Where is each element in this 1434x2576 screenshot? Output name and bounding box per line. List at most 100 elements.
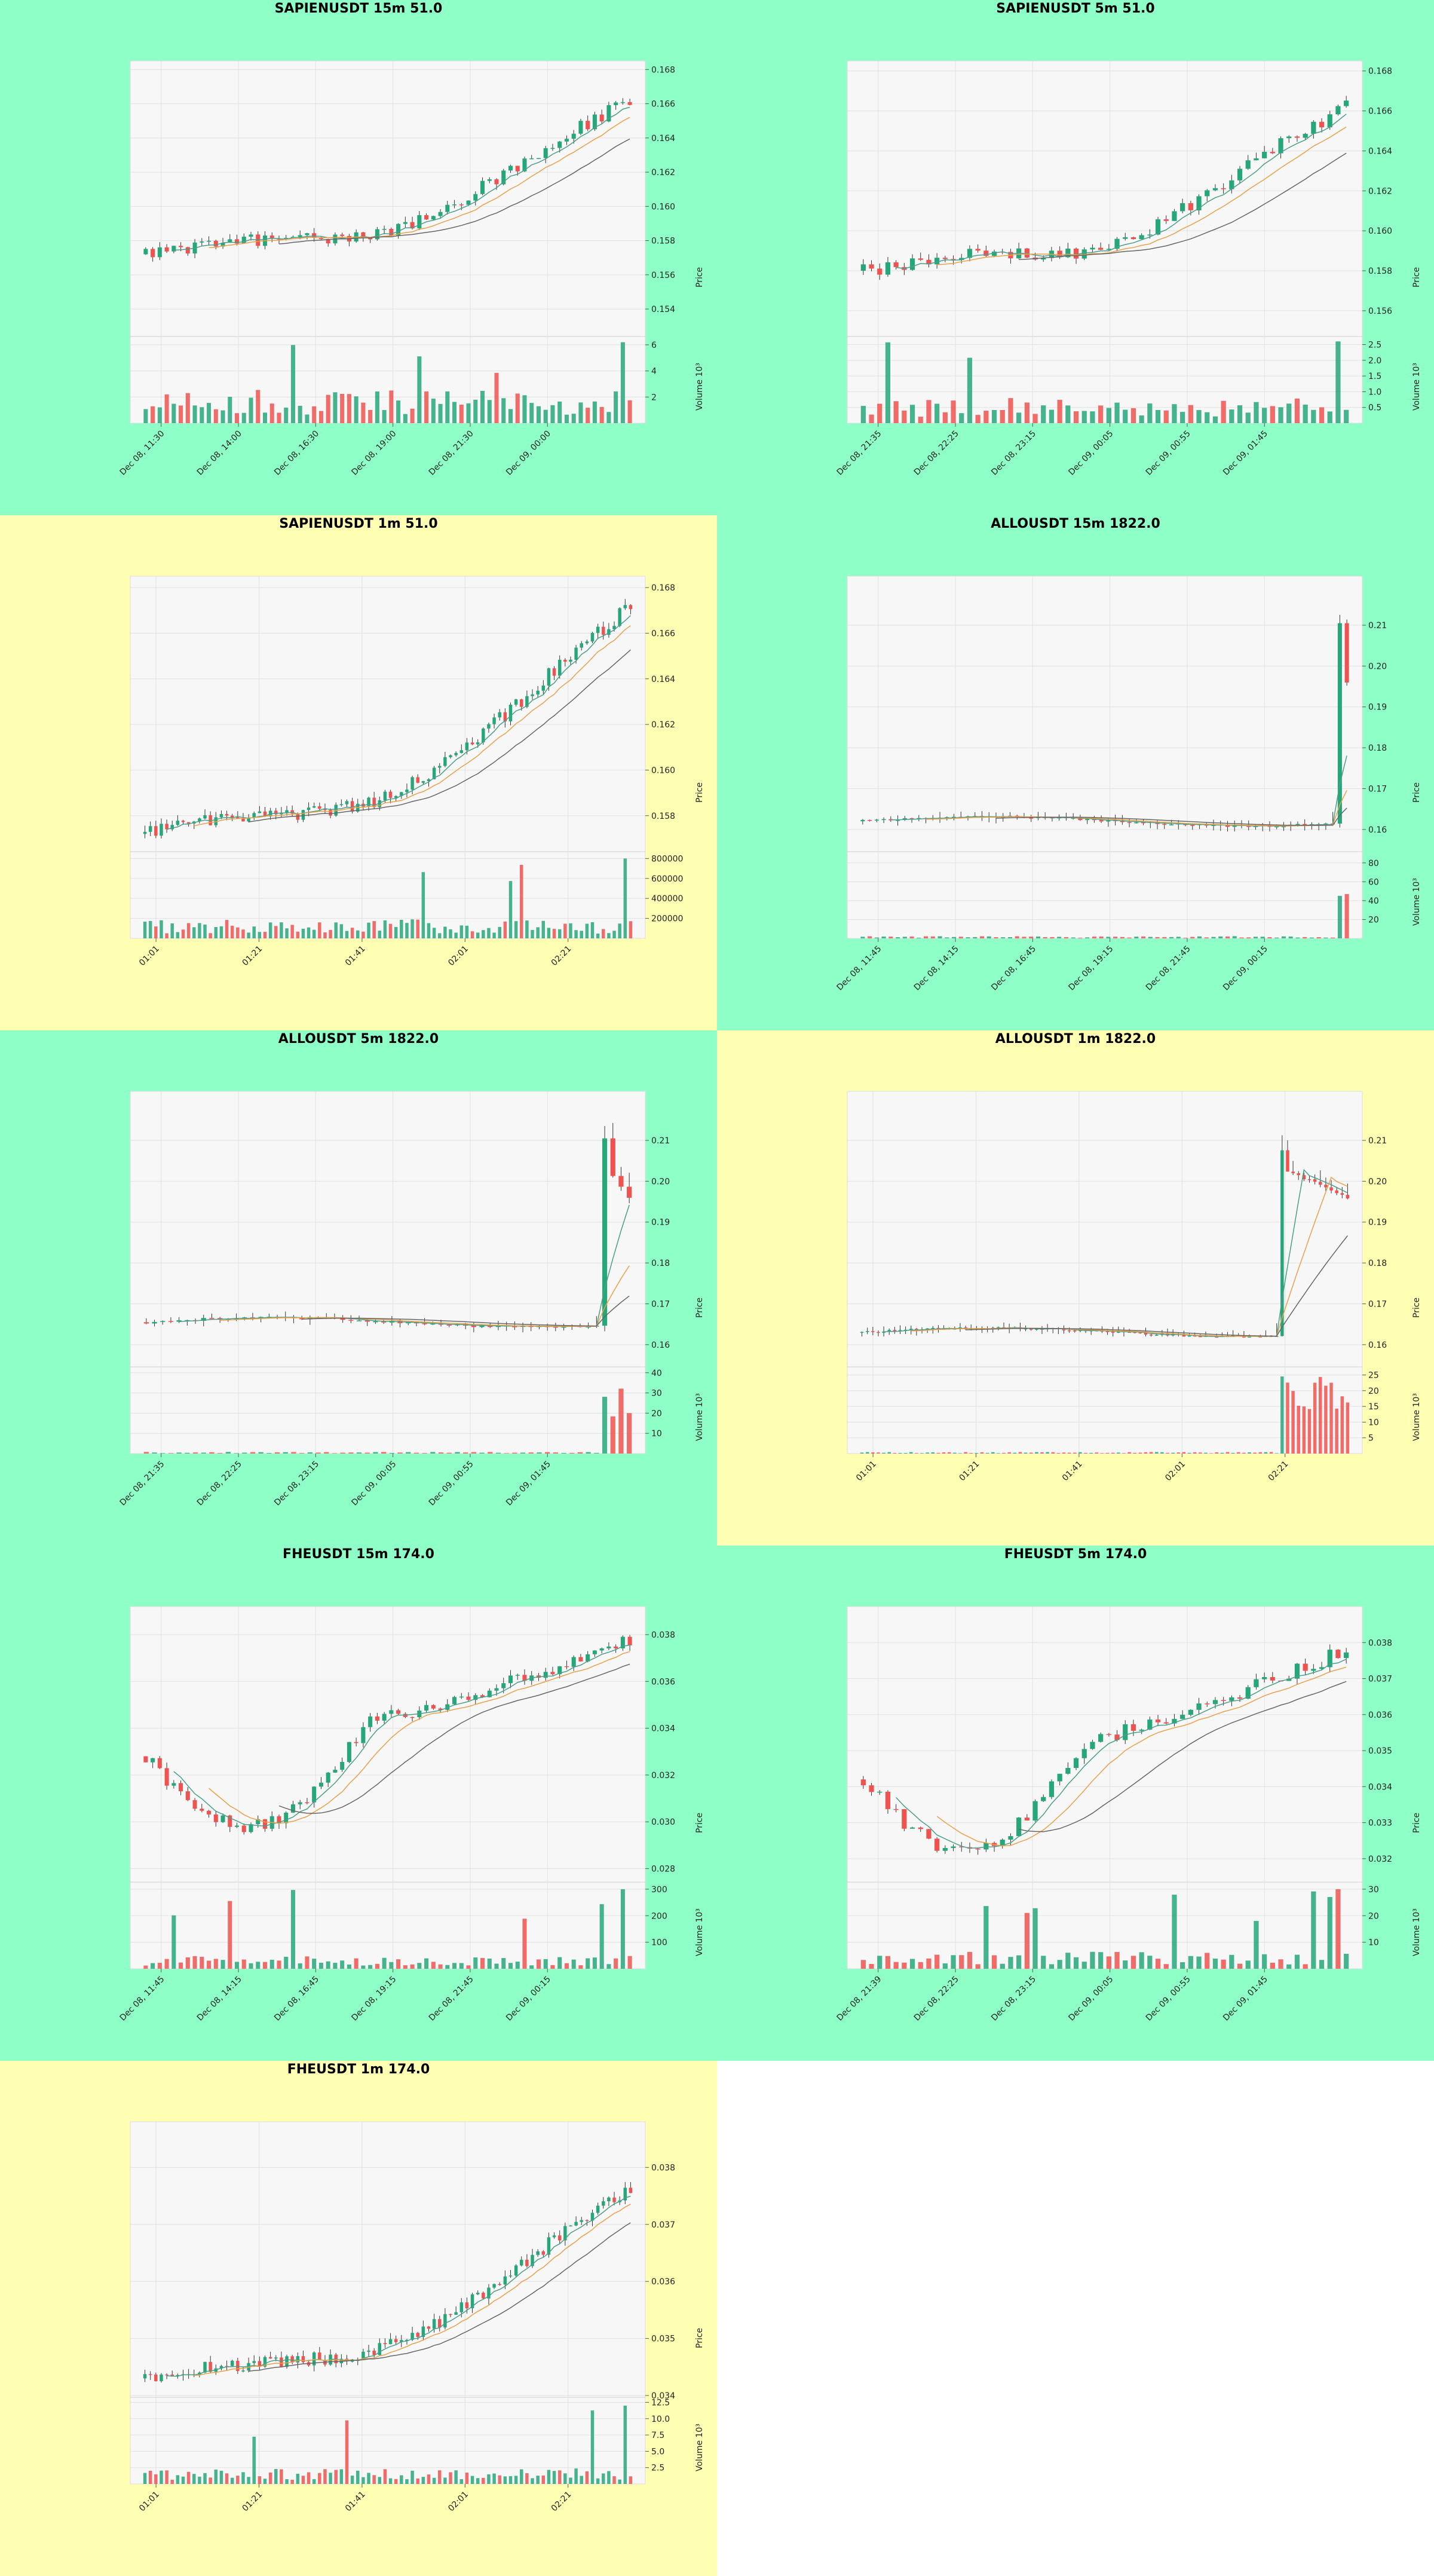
volume-tick-label: 25 xyxy=(1368,1371,1379,1381)
candle-body xyxy=(1106,249,1111,250)
candle-body xyxy=(1327,1650,1332,1668)
volume-bar xyxy=(170,923,174,938)
candle-body xyxy=(1098,1734,1104,1742)
candle-body xyxy=(1199,1336,1202,1338)
volume-bar xyxy=(394,2479,398,2484)
volume-bar xyxy=(1260,937,1265,938)
volume-bar xyxy=(340,1452,345,1454)
candle-body xyxy=(445,204,450,212)
volume-bar xyxy=(1117,1452,1120,1454)
time-tick-label: Dec 09, 01:45 xyxy=(1221,1975,1270,2023)
candle-body xyxy=(406,1322,411,1324)
price-tick-label: 0.158 xyxy=(651,812,675,821)
candle-body xyxy=(1099,820,1104,822)
candle-body xyxy=(590,2213,595,2221)
candle-body xyxy=(361,232,366,238)
volume-bar xyxy=(1001,937,1006,938)
volume-bar xyxy=(1163,410,1169,423)
time-tick-label: 02:01 xyxy=(446,2490,470,2514)
volume-bar xyxy=(515,1962,520,1969)
volume-bar xyxy=(1090,1951,1095,1969)
volume-bar xyxy=(590,2410,595,2484)
plot-area xyxy=(130,1091,646,1454)
volume-bar xyxy=(438,403,443,423)
price-tick-label: 0.028 xyxy=(651,1864,675,1874)
time-tick-label: 01:21 xyxy=(240,2490,264,2514)
candle-body xyxy=(1270,1676,1275,1681)
volume-bar xyxy=(885,342,891,423)
volume-bar xyxy=(1237,1452,1240,1454)
volume-bar xyxy=(181,2476,185,2484)
candle-body xyxy=(482,728,485,743)
volume-bar xyxy=(865,1452,869,1454)
candle-body xyxy=(967,249,973,258)
candle-body xyxy=(388,2339,393,2345)
volume-bar xyxy=(361,2477,365,2484)
candle-body xyxy=(203,815,207,819)
volume-bar xyxy=(569,923,572,938)
volume-bar xyxy=(607,2471,611,2484)
volume-bar xyxy=(318,1962,323,1969)
candle-body xyxy=(602,626,605,635)
volume-bar xyxy=(1084,1452,1087,1454)
volume-bar xyxy=(443,2477,447,2484)
candle-body xyxy=(614,102,618,105)
volume-bar xyxy=(410,919,414,938)
volume-bar xyxy=(333,392,338,423)
volume-bar xyxy=(383,920,387,938)
candle-body xyxy=(1180,1715,1185,1719)
volume-bar xyxy=(347,1964,351,1969)
volume-bar xyxy=(405,2479,409,2484)
volume-bar xyxy=(1041,405,1046,423)
volume-bar xyxy=(1139,415,1144,423)
volume-bar xyxy=(1229,409,1234,423)
volume-bar xyxy=(459,1963,464,1969)
candle-body xyxy=(1221,1700,1226,1701)
volume-bar xyxy=(918,417,923,423)
volume-bar xyxy=(421,2477,425,2484)
volume-bar xyxy=(143,409,148,423)
candle-body xyxy=(514,2265,518,2276)
time-tick-label: Dec 08, 21:45 xyxy=(427,1975,476,2023)
candle-body xyxy=(220,243,225,247)
volume-bar xyxy=(586,408,590,423)
time-tick-label: Dec 08, 11:45 xyxy=(118,1975,167,2023)
candle-body xyxy=(629,2188,633,2193)
volume-bar xyxy=(926,1958,932,1969)
volume-bar xyxy=(529,1965,534,1969)
candle-body xyxy=(1073,1330,1077,1332)
candle-body xyxy=(1281,826,1286,828)
candle-body xyxy=(983,1843,989,1850)
candle-body xyxy=(536,158,541,159)
volume-bar xyxy=(388,2478,393,2484)
volume-bar xyxy=(578,402,583,423)
volume-bar xyxy=(1212,1959,1218,1969)
volume-bar xyxy=(296,931,300,938)
volume-bar xyxy=(557,401,562,423)
volume-bar xyxy=(1237,405,1243,423)
candle-body xyxy=(563,2226,567,2241)
volume-bar xyxy=(449,2472,452,2484)
candle-body xyxy=(1221,188,1226,189)
volume-bar xyxy=(1344,409,1349,423)
volume-bar xyxy=(564,1963,569,1969)
volume-bar xyxy=(332,1453,338,1454)
candle-body xyxy=(301,2356,305,2363)
chart-panel: FHEUSDT 5m 174.0 0.032 0.033 0.034 0.035 0.03… xyxy=(717,1546,1434,2061)
volume-bar xyxy=(416,919,419,938)
candle-body xyxy=(277,1816,281,1824)
candle-body xyxy=(318,2352,321,2360)
volume-tick-label: 80 xyxy=(1368,859,1379,868)
volume-bar xyxy=(378,2477,382,2484)
volume-bar xyxy=(508,409,513,423)
volume-bar xyxy=(979,936,985,938)
volume-bar xyxy=(1122,1453,1126,1454)
time-tick-label: Dec 08, 21:39 xyxy=(835,1975,884,2023)
candle-body xyxy=(571,1657,576,1667)
plot-area xyxy=(847,1091,1363,1454)
time-tick-label: Dec 08, 23:15 xyxy=(989,429,1038,478)
volume-tick-label: 5.0 xyxy=(651,2447,664,2456)
candle-body xyxy=(234,1318,239,1320)
candle-body xyxy=(148,826,152,832)
volume-bar xyxy=(318,922,321,938)
